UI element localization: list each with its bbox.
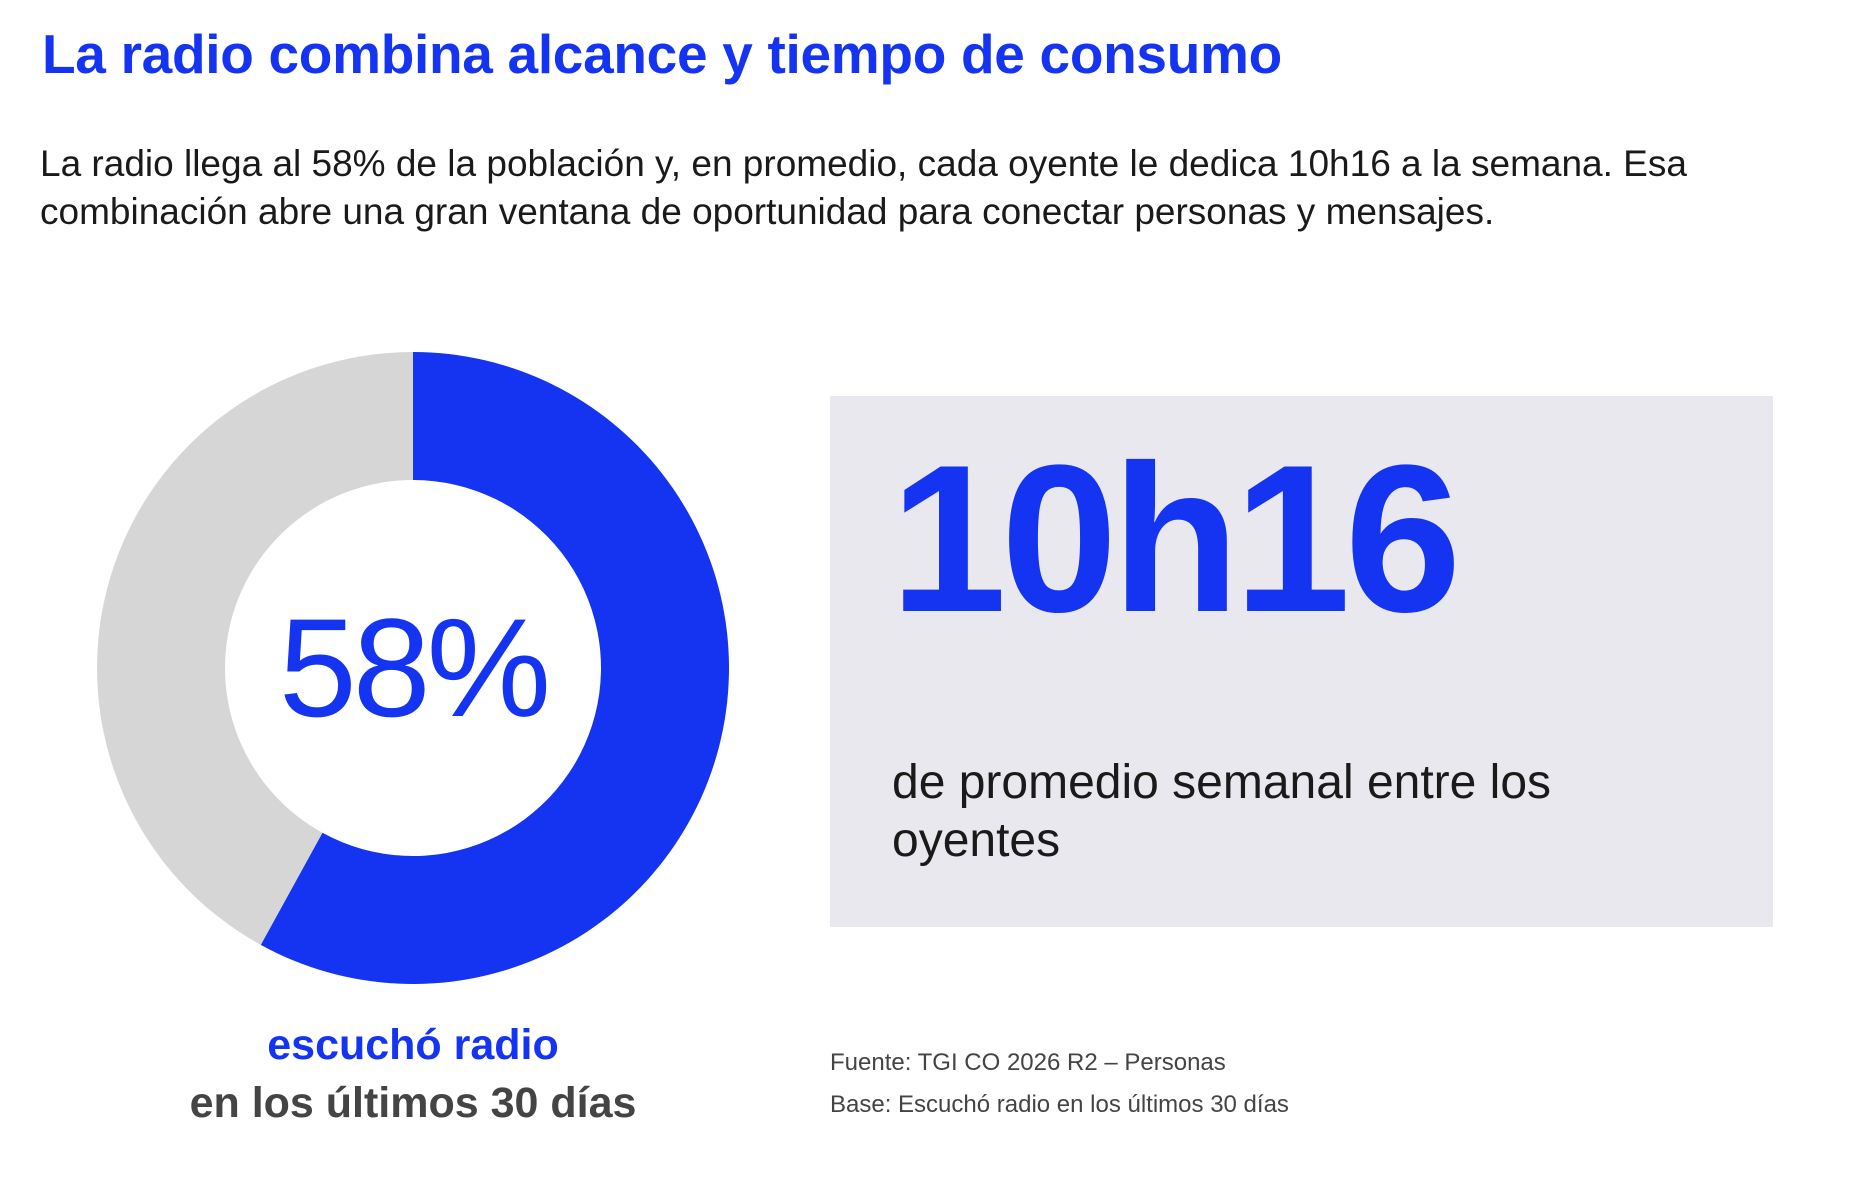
stat-panel: 10h16 de promedio semanal entre los oyen… <box>830 396 1773 927</box>
donut-slice-listened <box>260 352 729 984</box>
page-title: La radio combina alcance y tiempo de con… <box>42 23 1282 85</box>
base-line: Base: Escuchó radio en los últimos 30 dí… <box>830 1091 1289 1118</box>
source-notes: Fuente: TGI CO 2026 R2 – Personas Base: … <box>830 1042 1289 1126</box>
donut-center-label: 58% <box>278 589 551 746</box>
donut-chart: 58% <box>95 350 731 986</box>
donut-caption-period: en los últimos 30 días <box>189 1079 637 1127</box>
donut-slice-remainder <box>96 352 413 945</box>
stat-value: 10h16 <box>890 421 1461 656</box>
stat-description: de promedio semanal entre los oyentes <box>892 756 1552 867</box>
donut-caption-highlight: escuchó radio <box>267 1021 559 1069</box>
page-subtitle: La radio llega al 58% de la población y,… <box>40 143 1687 232</box>
donut-chart-svg <box>96 352 729 984</box>
donut-caption: escuchó radio en los últimos 30 días <box>95 1016 731 1132</box>
source-line: Fuente: TGI CO 2026 R2 – Personas <box>830 1049 1226 1076</box>
